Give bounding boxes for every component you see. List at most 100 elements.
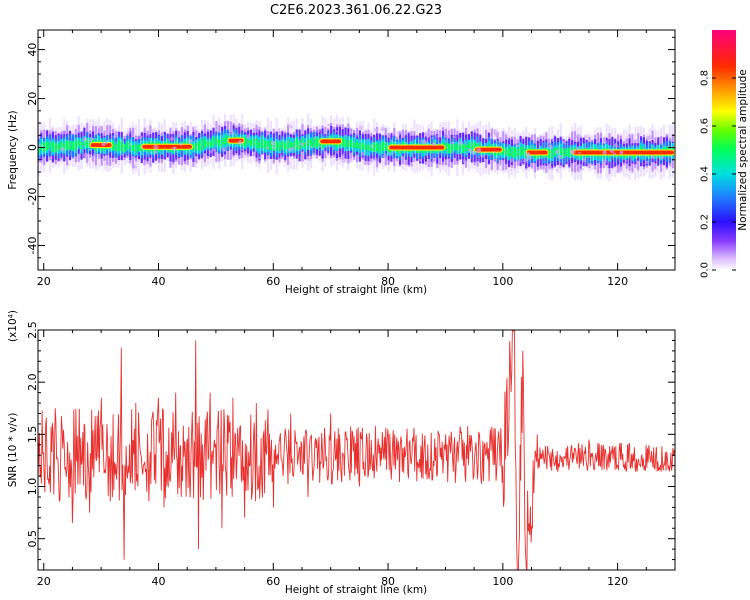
heatmap-speckle [349, 158, 353, 163]
heatmap-cell [375, 143, 379, 151]
heatmap-peak-core [475, 147, 502, 152]
heatmap-speckle [418, 158, 422, 162]
x-tick-label: 100 [492, 575, 513, 588]
colorbar-label: Normalized spectral amplitude [737, 69, 749, 230]
heatmap-speckle [526, 155, 532, 161]
heatmap-cell [287, 140, 290, 150]
snr-y-axis: 0.5 1.0 1.5 2.0 2.5 [26, 321, 675, 561]
heatmap-cell [269, 140, 273, 150]
heatmap-speckle [480, 154, 484, 158]
heatmap-speckle [525, 167, 528, 171]
heatmap-cell [367, 144, 370, 151]
spectrogram-y-label: Frequency (Hz) [7, 110, 19, 189]
heatmap-speckle [462, 159, 467, 164]
heatmap-speckle [104, 161, 110, 166]
heatmap-speckle [388, 152, 392, 156]
y-tick-label: -40 [26, 237, 39, 255]
heatmap-speckle [467, 148, 473, 153]
heatmap-cell [266, 141, 270, 150]
heatmap-cell [292, 141, 295, 149]
heatmap-speckle [577, 133, 581, 138]
heatmap-speckle [245, 153, 250, 157]
heatmap-speckle [188, 139, 193, 144]
heatmap-speckle [133, 164, 138, 169]
heatmap-speckle [516, 159, 521, 164]
heatmap-cell [358, 142, 361, 150]
heatmap-speckle [557, 154, 563, 160]
heatmap-cell [467, 142, 471, 150]
heatmap-speckle [431, 136, 434, 140]
heatmap-speckle [582, 157, 587, 163]
colorbar-gradient [712, 30, 736, 270]
heatmap-speckle [651, 155, 655, 159]
heatmap-speckle [453, 157, 456, 161]
heatmap-cell [373, 142, 376, 153]
heatmap-speckle [396, 130, 402, 136]
x-tick-label: 60 [266, 575, 280, 588]
colorbar-ticks: 0.0 0.2 0.4 0.6 0.8 [700, 70, 736, 278]
heatmap-speckle [562, 140, 566, 144]
heatmap-speckle [277, 128, 281, 132]
snr-y-multiplier: (x10⁴) [7, 310, 19, 342]
heatmap-speckle [208, 150, 213, 154]
heatmap-speckle [300, 142, 304, 147]
heatmap-cell [117, 140, 120, 151]
heatmap-speckle [212, 148, 216, 152]
heatmap-cell [298, 141, 301, 150]
heatmap-cell [48, 142, 52, 149]
snr-frame [37, 329, 676, 571]
heatmap-cell [223, 136, 227, 144]
heatmap-cell [71, 141, 75, 151]
heatmap-speckle [106, 131, 111, 136]
heatmap-cell [295, 139, 298, 149]
heatmap-peak-core [526, 150, 548, 155]
heatmap-cell [304, 141, 307, 148]
heatmap-speckle [613, 143, 618, 148]
heatmap-cell [200, 139, 204, 150]
heatmap-speckle [321, 148, 325, 151]
heatmap-cell [473, 142, 476, 153]
heatmap-speckle [229, 131, 235, 136]
heatmap-speckle [382, 153, 388, 159]
y-tick-label: 0 [26, 144, 39, 151]
heatmap-cell [272, 141, 275, 151]
heatmap-speckle [172, 146, 177, 151]
heatmap-speckle [577, 163, 583, 169]
heatmap-speckle [554, 149, 560, 155]
spectrogram-panel: 20 40 60 80 100 120 40 20 0 -20 -40 Height of str… [7, 29, 676, 296]
x-tick-label: 80 [381, 275, 395, 288]
heatmap-speckle [555, 168, 559, 172]
heatmap-cell [447, 143, 450, 154]
heatmap-speckle [272, 146, 275, 150]
heatmap-speckle [246, 134, 251, 139]
heatmap-cell [505, 148, 508, 156]
heatmap-speckle [584, 134, 589, 139]
heatmap-cell [510, 147, 514, 158]
heatmap-speckle [600, 164, 604, 169]
heatmap-cell [221, 137, 224, 146]
heatmap-cell [264, 140, 267, 150]
colorbar-tick-label: 0.2 [700, 214, 711, 230]
heatmap-speckle [104, 140, 109, 145]
heatmap-speckle [237, 140, 243, 145]
heatmap-speckle [582, 168, 585, 171]
heatmap-cell [559, 148, 562, 155]
heatmap-speckle [458, 141, 464, 146]
heatmap-speckle [327, 123, 331, 127]
heatmap-speckle [257, 156, 261, 159]
heatmap-speckle [60, 147, 65, 152]
heatmap-cell [63, 142, 66, 151]
spectrogram-frame [37, 29, 676, 271]
heatmap-speckle [602, 139, 607, 145]
heatmap-speckle [451, 141, 455, 145]
heatmap-speckle [313, 137, 316, 140]
heatmap-cell [312, 137, 316, 148]
heatmap-cell [218, 139, 221, 147]
y-tick-label: 2.0 [26, 373, 39, 391]
heatmap-speckle [142, 162, 146, 166]
heatmap-speckle [358, 125, 364, 130]
heatmap-speckle [38, 143, 42, 148]
heatmap-speckle [510, 158, 515, 163]
colorbar-tick-label: 0.6 [700, 118, 711, 134]
